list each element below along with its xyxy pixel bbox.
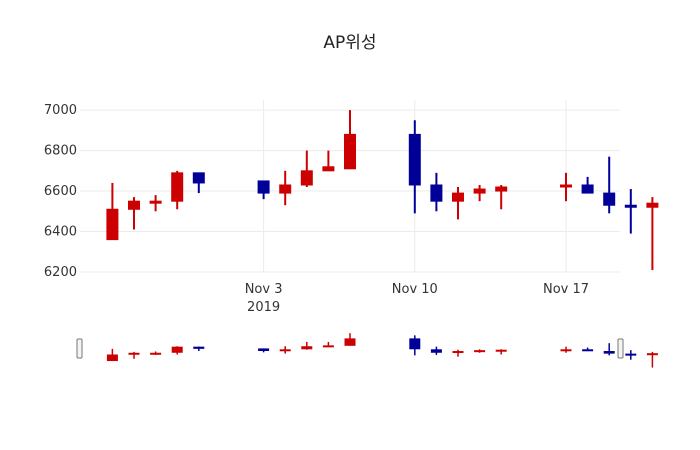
candle: [106, 182, 119, 241]
mini-candle-body: [452, 351, 464, 354]
candle: [603, 156, 616, 214]
mini-candle-body: [150, 352, 162, 355]
candle-body: [257, 180, 270, 194]
mini-candle: [150, 351, 162, 355]
candle: [560, 172, 572, 202]
candle: [495, 184, 508, 210]
mini-candle-body: [495, 349, 507, 352]
candle: [128, 197, 140, 230]
y-tick-label: 6200: [44, 265, 77, 280]
mini-candle-body: [344, 338, 356, 346]
range-slider-right-handle[interactable]: [617, 338, 624, 359]
chart-title: AP위성: [323, 33, 376, 53]
x-tick-label: Nov 3: [245, 282, 283, 297]
mini-candle-body: [322, 345, 334, 348]
candle: [473, 184, 486, 202]
mini-candle-body: [625, 353, 637, 356]
mini-candle: [409, 335, 421, 356]
candle-body: [581, 184, 594, 194]
mini-candle-body: [646, 353, 658, 356]
candle: [257, 180, 270, 200]
candle: [149, 195, 162, 212]
candle: [646, 197, 659, 270]
candle: [300, 150, 313, 188]
candle: [344, 110, 356, 170]
x-tick-label: Nov 17: [543, 282, 589, 297]
candle-body: [624, 204, 637, 208]
candle-body: [408, 133, 421, 186]
candle-body: [171, 172, 184, 202]
candle-body: [646, 202, 659, 208]
mini-candle-body: [560, 349, 572, 352]
mini-candle: [474, 349, 486, 353]
mini-candle: [344, 333, 356, 346]
mini-candle: [495, 349, 507, 355]
mini-candle: [193, 346, 205, 352]
range-slider-candles: [106, 333, 658, 368]
candles-main: [106, 110, 659, 270]
candle: [322, 150, 335, 172]
candle: [171, 170, 184, 210]
candle-body: [322, 166, 335, 172]
candle: [624, 189, 637, 234]
mini-candle: [106, 348, 118, 362]
candle: [279, 170, 292, 206]
mini-candle-body: [128, 352, 140, 355]
x-tick-sublabel: 2019: [247, 300, 280, 315]
mini-candle: [603, 343, 615, 356]
mini-candle: [646, 351, 658, 368]
range-slider-left-handle[interactable]: [76, 338, 83, 359]
mini-candle-body: [430, 349, 442, 353]
mini-candle: [582, 347, 594, 352]
candle: [408, 120, 421, 214]
candle-body: [473, 188, 486, 194]
x-tick-label: Nov 10: [392, 282, 438, 297]
mini-candle-body: [474, 350, 486, 353]
mini-candle: [128, 351, 140, 359]
candle-body: [192, 172, 205, 184]
mini-candle: [452, 349, 464, 357]
candle-body: [603, 192, 616, 206]
mini-candle-body: [582, 349, 594, 352]
candle: [452, 187, 464, 220]
mini-candle: [625, 350, 637, 360]
candle: [192, 172, 205, 194]
y-tick-label: 6400: [44, 225, 77, 240]
mini-candle-body: [193, 346, 205, 349]
candle-body: [344, 133, 356, 170]
candle-body: [106, 208, 119, 241]
candle-body: [560, 184, 572, 188]
candle-body: [495, 186, 508, 192]
mini-candle: [258, 348, 270, 353]
candle-body: [279, 184, 292, 194]
candle: [581, 176, 594, 194]
mini-candle: [560, 346, 572, 353]
candle-body: [430, 184, 443, 202]
y-tick-label: 6600: [44, 184, 77, 199]
candle-body: [300, 170, 313, 186]
candle: [430, 172, 443, 212]
candle-body: [149, 200, 162, 204]
candle-body: [128, 200, 140, 210]
mini-candle: [322, 341, 334, 348]
mini-candle: [279, 346, 291, 354]
candle-body: [452, 192, 464, 202]
mini-candle: [171, 346, 183, 355]
y-axis-ticks: 6200 6400 6600 6800 7000: [44, 103, 77, 280]
mini-candle-body: [106, 354, 118, 362]
y-tick-label: 6800: [44, 144, 77, 159]
range-slider[interactable]: [76, 333, 658, 368]
mini-candle-body: [409, 338, 421, 350]
y-tick-label: 7000: [44, 103, 77, 118]
mini-candle-body: [171, 346, 183, 353]
mini-candle: [430, 346, 442, 355]
mini-candle-body: [603, 351, 615, 354]
mini-candle-body: [258, 348, 270, 352]
mini-candle-body: [301, 346, 313, 350]
x-axis-ticks: Nov 3 2019 Nov 10 Nov 17: [245, 282, 589, 315]
mini-candle-body: [279, 349, 291, 352]
mini-candle: [301, 341, 313, 350]
